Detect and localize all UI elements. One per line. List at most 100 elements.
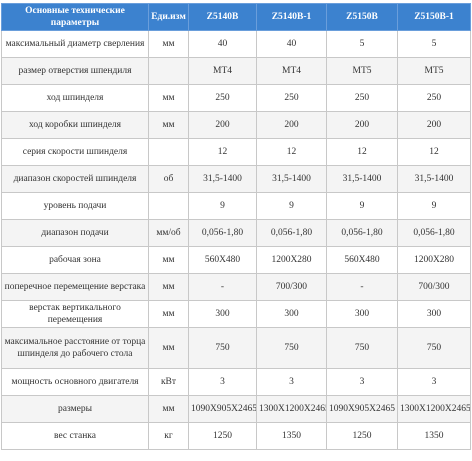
table-row: ход шпинделя мм 250 250 250 250 xyxy=(1,84,471,112)
table-cell: 300 xyxy=(397,300,471,328)
table-cell: МТ5 xyxy=(397,57,471,85)
table-cell: 9 xyxy=(188,192,257,220)
table-cell: МТ5 xyxy=(326,57,398,85)
table-cell: 3 xyxy=(397,368,471,396)
table-cell: мм xyxy=(148,300,189,328)
table-cell: 0,056-1,80 xyxy=(256,219,327,247)
table-cell: 3 xyxy=(256,368,327,396)
table-cell: 1350 xyxy=(256,422,327,450)
table-cell: размеры xyxy=(1,395,149,423)
table-row: рабочая зона мм 560X480 1200X280 560X480 1200… xyxy=(1,246,471,274)
table-row: размер отверстия шпендиля МТ4 МТ4 МТ5 МТ5 xyxy=(1,57,471,85)
table-row: уровень подачи 9 9 9 9 xyxy=(1,192,471,220)
table-cell: 1350 xyxy=(397,422,471,450)
table-cell: 750 xyxy=(256,327,327,369)
table-row: максимальное расстояние от торца шпиндел… xyxy=(1,327,471,369)
table-cell: 12 xyxy=(326,138,398,166)
table-cell: 40 xyxy=(188,30,257,58)
table-cell: 31,5-1400 xyxy=(256,165,327,193)
table-cell: МТ4 xyxy=(256,57,327,85)
table-cell: 560X480 xyxy=(188,246,257,274)
header-cell: Z5140B xyxy=(188,3,257,31)
table-cell: 700/300 xyxy=(256,273,327,301)
table-cell: 750 xyxy=(397,327,471,369)
table-cell: 300 xyxy=(188,300,257,328)
table-cell: 9 xyxy=(397,192,471,220)
table-cell: - xyxy=(326,273,398,301)
table-cell: 3 xyxy=(326,368,398,396)
table-cell: поперечное перемещение верстака xyxy=(1,273,149,301)
spec-table: Основные технические параметры Еди.изм Z51… xyxy=(1,3,471,450)
table-cell: 1200X280 xyxy=(397,246,471,274)
table-cell: 5 xyxy=(326,30,398,58)
table-row: диапазон подачи мм/об 0,056-1,80 0,056-1,80… xyxy=(1,219,471,247)
table-body: максимальный диаметр сверления мм 40 40 5 5 ра… xyxy=(1,30,471,450)
header-cell: Z5140B-1 xyxy=(256,3,327,31)
table-cell: 200 xyxy=(256,111,327,139)
table-cell: 300 xyxy=(326,300,398,328)
table-cell: 31,5-1400 xyxy=(188,165,257,193)
table-cell: 200 xyxy=(397,111,471,139)
table-cell: диапазон подачи xyxy=(1,219,149,247)
table-cell: вес станка xyxy=(1,422,149,450)
table-cell: мм xyxy=(148,30,189,58)
table-cell: 1250 xyxy=(326,422,398,450)
table-cell: 0,056-1,80 xyxy=(188,219,257,247)
table-cell: 1090X905X2465 xyxy=(326,395,398,423)
table-cell: 700/300 xyxy=(397,273,471,301)
table-cell: 31,5-1400 xyxy=(397,165,471,193)
table-cell: об xyxy=(148,165,189,193)
table-cell: 0,056-1,80 xyxy=(326,219,398,247)
table-cell xyxy=(148,192,189,220)
table-cell: 250 xyxy=(326,84,398,112)
header-row: Основные технические параметры Еди.изм Z51… xyxy=(1,3,471,31)
table-cell: 200 xyxy=(188,111,257,139)
table-cell: максимальный диаметр сверления xyxy=(1,30,149,58)
table-cell: 5 xyxy=(397,30,471,58)
table-cell: мм xyxy=(148,327,189,369)
table-cell: 300 xyxy=(256,300,327,328)
header-cell: Z5150B xyxy=(326,3,398,31)
table-cell: 560X480 xyxy=(326,246,398,274)
table-row: максимальный диаметр сверления мм 40 40 5 5 xyxy=(1,30,471,58)
table-cell: 31,5-1400 xyxy=(326,165,398,193)
table-cell: 12 xyxy=(397,138,471,166)
table-cell: кг xyxy=(148,422,189,450)
table-cell: 9 xyxy=(326,192,398,220)
table-cell xyxy=(148,57,189,85)
table-cell: 200 xyxy=(326,111,398,139)
table-cell: 1250 xyxy=(188,422,257,450)
table-cell: 1090X905X2465 xyxy=(188,395,257,423)
table-cell: рабочая зона xyxy=(1,246,149,274)
table-cell: МТ4 xyxy=(188,57,257,85)
table-cell: мм xyxy=(148,395,189,423)
table-cell: 12 xyxy=(256,138,327,166)
table-cell: 750 xyxy=(188,327,257,369)
table-cell: размер отверстия шпендиля xyxy=(1,57,149,85)
table-cell: мм xyxy=(148,84,189,112)
table-cell: 750 xyxy=(326,327,398,369)
table-cell: 9 xyxy=(256,192,327,220)
table-row: верстак вертикального перемещения мм 300 30… xyxy=(1,300,471,328)
table-cell: 1300X1200X2465 xyxy=(256,395,327,423)
table-cell: 3 xyxy=(188,368,257,396)
header-cell: Основные технические параметры xyxy=(1,3,149,31)
table-cell: ход шпинделя xyxy=(1,84,149,112)
table-cell: ход коробки шпинделя xyxy=(1,111,149,139)
table-cell: мм xyxy=(148,273,189,301)
table-cell: - xyxy=(188,273,257,301)
table-cell: 0,056-1,80 xyxy=(397,219,471,247)
table-cell: мм xyxy=(148,246,189,274)
table-row: мощность основного двигателя кВт 3 3 3 3 xyxy=(1,368,471,396)
table-cell: 250 xyxy=(397,84,471,112)
table-row: диапазон скоростей шпинделя об 31,5-1400 31… xyxy=(1,165,471,193)
table-cell: 12 xyxy=(188,138,257,166)
table-cell: кВт xyxy=(148,368,189,396)
table-cell: 250 xyxy=(256,84,327,112)
table-cell: мощность основного двигателя xyxy=(1,368,149,396)
table-row: серия скорости шпинделя 12 12 12 12 xyxy=(1,138,471,166)
table-cell: уровень подачи xyxy=(1,192,149,220)
table-cell: серия скорости шпинделя xyxy=(1,138,149,166)
table-cell: 1300X1200X2465 xyxy=(397,395,471,423)
